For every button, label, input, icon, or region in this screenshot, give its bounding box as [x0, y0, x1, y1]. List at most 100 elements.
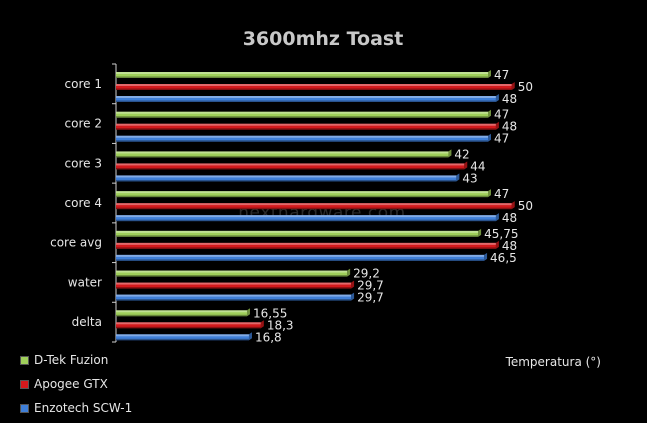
- bar-end-cap: [246, 308, 250, 317]
- bar-body: [116, 270, 348, 277]
- bar-body: [116, 230, 479, 237]
- bar-highlight: [116, 215, 496, 218]
- bar-shade: [116, 326, 261, 329]
- bar: [116, 149, 452, 158]
- bar-body: [116, 322, 261, 329]
- category-label: core 2: [65, 117, 102, 131]
- bar-end-cap: [495, 213, 499, 222]
- bar-body: [116, 175, 457, 182]
- legend-item-dtek: D-Tek Fuzion: [20, 348, 132, 372]
- bar-body: [116, 203, 512, 210]
- bar-highlight: [116, 84, 512, 86]
- data-label: 47: [494, 68, 509, 82]
- bar: [116, 240, 499, 249]
- bar-end-cap: [478, 228, 482, 237]
- legend-swatch-apogee: [20, 379, 29, 389]
- bar-shade: [116, 275, 348, 277]
- bar-body: [116, 242, 496, 249]
- bar-shade: [116, 88, 512, 90]
- bar-end-cap: [347, 268, 351, 277]
- bar-highlight: [116, 294, 352, 297]
- bar-end-cap: [448, 149, 452, 158]
- bar-body: [116, 84, 512, 90]
- bar-end-cap: [351, 280, 355, 289]
- data-label: 50: [518, 80, 533, 94]
- data-label: 44: [470, 159, 485, 173]
- bar: [116, 121, 499, 130]
- bar-highlight: [116, 72, 489, 74]
- bar-highlight: [116, 310, 247, 313]
- x-axis-label: Temperatura (°): [505, 355, 601, 369]
- data-label: 45,75: [484, 227, 518, 241]
- bar-shade: [116, 76, 489, 78]
- bar-shade: [116, 195, 489, 198]
- legend-label-dtek: D-Tek Fuzion: [34, 353, 109, 367]
- data-label: 47: [494, 108, 509, 122]
- bar-shade: [116, 207, 512, 210]
- bar-end-cap: [484, 252, 488, 261]
- category-label: core avg: [50, 236, 102, 250]
- bar-body: [116, 96, 496, 102]
- data-label: 29,2: [353, 267, 380, 281]
- data-label: 43: [462, 171, 477, 185]
- bar-shade: [116, 116, 489, 118]
- bar: [116, 133, 492, 142]
- bar-highlight: [116, 111, 489, 114]
- bar: [116, 320, 264, 329]
- category-label: core 3: [65, 156, 102, 170]
- bar-shade: [116, 235, 479, 237]
- bar-body: [116, 111, 489, 118]
- category-label: core 4: [65, 196, 102, 210]
- bar-body: [116, 163, 465, 170]
- bar-highlight: [116, 163, 465, 166]
- bar-end-cap: [495, 240, 499, 249]
- bar-end-cap: [495, 121, 499, 130]
- bar-highlight: [116, 322, 261, 325]
- bar-shade: [116, 167, 465, 170]
- legend-item-enzotech: Enzotech SCW-1: [20, 396, 132, 420]
- bar-body: [116, 123, 496, 130]
- bar-shade: [116, 155, 449, 158]
- legend-item-apogee: Apogee GTX: [20, 372, 132, 396]
- bar-groups: 47504847484742444347504845,754846,529,22…: [116, 68, 533, 344]
- legend: D-Tek Fuzion Apogee GTX Enzotech SCW-1: [20, 348, 132, 420]
- bar-highlight: [116, 334, 249, 337]
- bar: [116, 268, 351, 277]
- bar-end-cap: [488, 109, 492, 118]
- bar-highlight: [116, 282, 352, 285]
- data-label: 29,7: [357, 291, 384, 305]
- bar-body: [116, 294, 352, 301]
- bar-end-cap: [260, 320, 264, 329]
- bar: [116, 308, 250, 317]
- bar: [116, 280, 355, 289]
- category-label: delta: [72, 315, 102, 329]
- bar-body: [116, 254, 485, 261]
- bar-highlight: [116, 175, 457, 178]
- bar-shade: [116, 247, 496, 249]
- plot-axes: core 1 core 2 core 3 core 4 core avg water del…: [50, 63, 117, 343]
- data-label: 48: [502, 239, 517, 253]
- chart-title: 3600mhz Toast: [243, 28, 404, 50]
- data-label: 42: [454, 147, 469, 161]
- bar-body: [116, 191, 489, 198]
- bar-shade: [116, 314, 247, 317]
- legend-swatch-dtek: [20, 355, 29, 365]
- bar: [116, 228, 482, 237]
- bar-body: [116, 215, 496, 222]
- bar: [116, 252, 488, 261]
- bar-body: [116, 282, 352, 289]
- bar-end-cap: [511, 82, 515, 90]
- bar: [116, 201, 515, 210]
- bar-shade: [116, 179, 457, 182]
- data-label: 48: [502, 92, 517, 106]
- bar-end-cap: [456, 173, 460, 182]
- bar-body: [116, 151, 449, 158]
- bar: [116, 213, 499, 222]
- bar-highlight: [116, 270, 348, 273]
- bar-highlight: [116, 254, 485, 257]
- bar: [116, 70, 492, 78]
- bar-highlight: [116, 230, 479, 233]
- bar-end-cap: [511, 201, 515, 210]
- data-label: 50: [518, 199, 533, 213]
